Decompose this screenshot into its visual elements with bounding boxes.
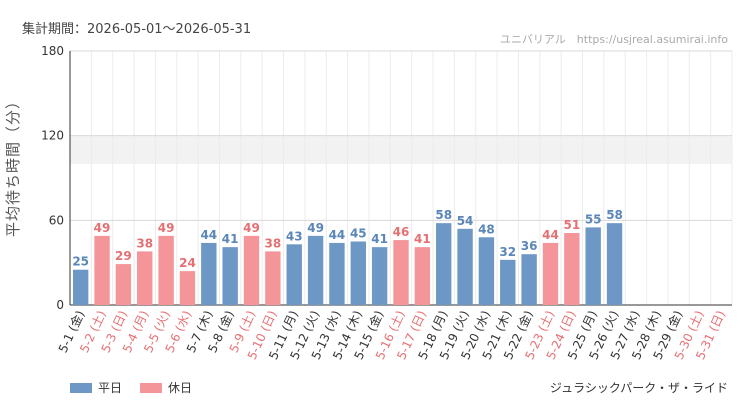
bar-value-label: 44 [329, 228, 346, 242]
y-tick-label: 180 [41, 44, 64, 58]
bar [158, 235, 174, 305]
legend-swatch-holiday [140, 382, 163, 393]
bar [94, 235, 110, 305]
bar [606, 223, 623, 305]
legend-label-weekday: 平日 [98, 381, 123, 395]
site-watermark: ユニバリアル https://usjreal.asumirai.info [499, 33, 728, 46]
bar [179, 271, 196, 305]
bar [329, 242, 345, 305]
attraction-name: ジュラシックパーク・ザ・ライド [549, 381, 728, 395]
bar-value-label: 38 [265, 236, 282, 250]
bar-value-label: 51 [563, 218, 580, 232]
bar [72, 269, 89, 305]
bar-value-label: 29 [115, 249, 132, 263]
bar [350, 241, 366, 305]
bar-value-label: 43 [286, 229, 303, 243]
bar [243, 235, 260, 305]
bar-value-label: 45 [350, 227, 367, 241]
aggregation-period: 集計期間：2026-05-01～2026-05-31 [22, 22, 252, 37]
bar [436, 223, 452, 305]
bar-value-label: 41 [371, 232, 388, 246]
bar-value-label: 38 [136, 236, 153, 250]
bar [307, 235, 324, 305]
bar [393, 240, 409, 305]
bar-value-label: 46 [393, 225, 410, 239]
bar [222, 247, 238, 305]
bar [201, 242, 217, 305]
legend-swatch-weekday [70, 382, 92, 393]
bar [542, 242, 559, 305]
band-upper [70, 135, 732, 164]
bar-value-label: 49 [158, 221, 175, 235]
bar-value-label: 55 [585, 212, 602, 226]
y-tick-label: 0 [56, 298, 64, 312]
bar [457, 228, 473, 305]
bar-value-label: 32 [499, 245, 516, 259]
bar [564, 233, 580, 305]
bar-value-label: 24 [179, 256, 196, 270]
legend-label-holiday: 休日 [168, 381, 193, 395]
bar-value-label: 48 [478, 222, 495, 236]
legend: 平日 休日 [70, 379, 192, 396]
bar [286, 244, 302, 305]
legend-item-weekday: 平日 [70, 379, 122, 396]
bar [371, 247, 388, 305]
legend-item-holiday: 休日 [140, 379, 192, 396]
bar [137, 251, 153, 305]
y-tick-label: 60 [49, 213, 64, 227]
bar-value-label: 41 [222, 232, 239, 246]
y-tick-label: 120 [41, 129, 64, 143]
bar-value-label: 58 [606, 208, 623, 222]
bar-value-label: 25 [72, 255, 89, 269]
bar [414, 247, 431, 305]
bar-value-label: 36 [521, 239, 538, 253]
bar-value-label: 44 [542, 228, 559, 242]
bar-value-label: 41 [414, 232, 431, 246]
bar [478, 237, 495, 305]
bar-value-label: 58 [435, 208, 452, 222]
bar-value-label: 44 [200, 228, 217, 242]
bar [115, 264, 132, 305]
bar-value-label: 49 [94, 221, 111, 235]
bar-value-label: 49 [307, 221, 324, 235]
bar [521, 254, 537, 305]
bar-value-label: 54 [457, 214, 474, 228]
bar [585, 227, 601, 305]
bar [265, 251, 281, 305]
bar-value-label: 49 [243, 221, 260, 235]
bar [500, 259, 516, 305]
